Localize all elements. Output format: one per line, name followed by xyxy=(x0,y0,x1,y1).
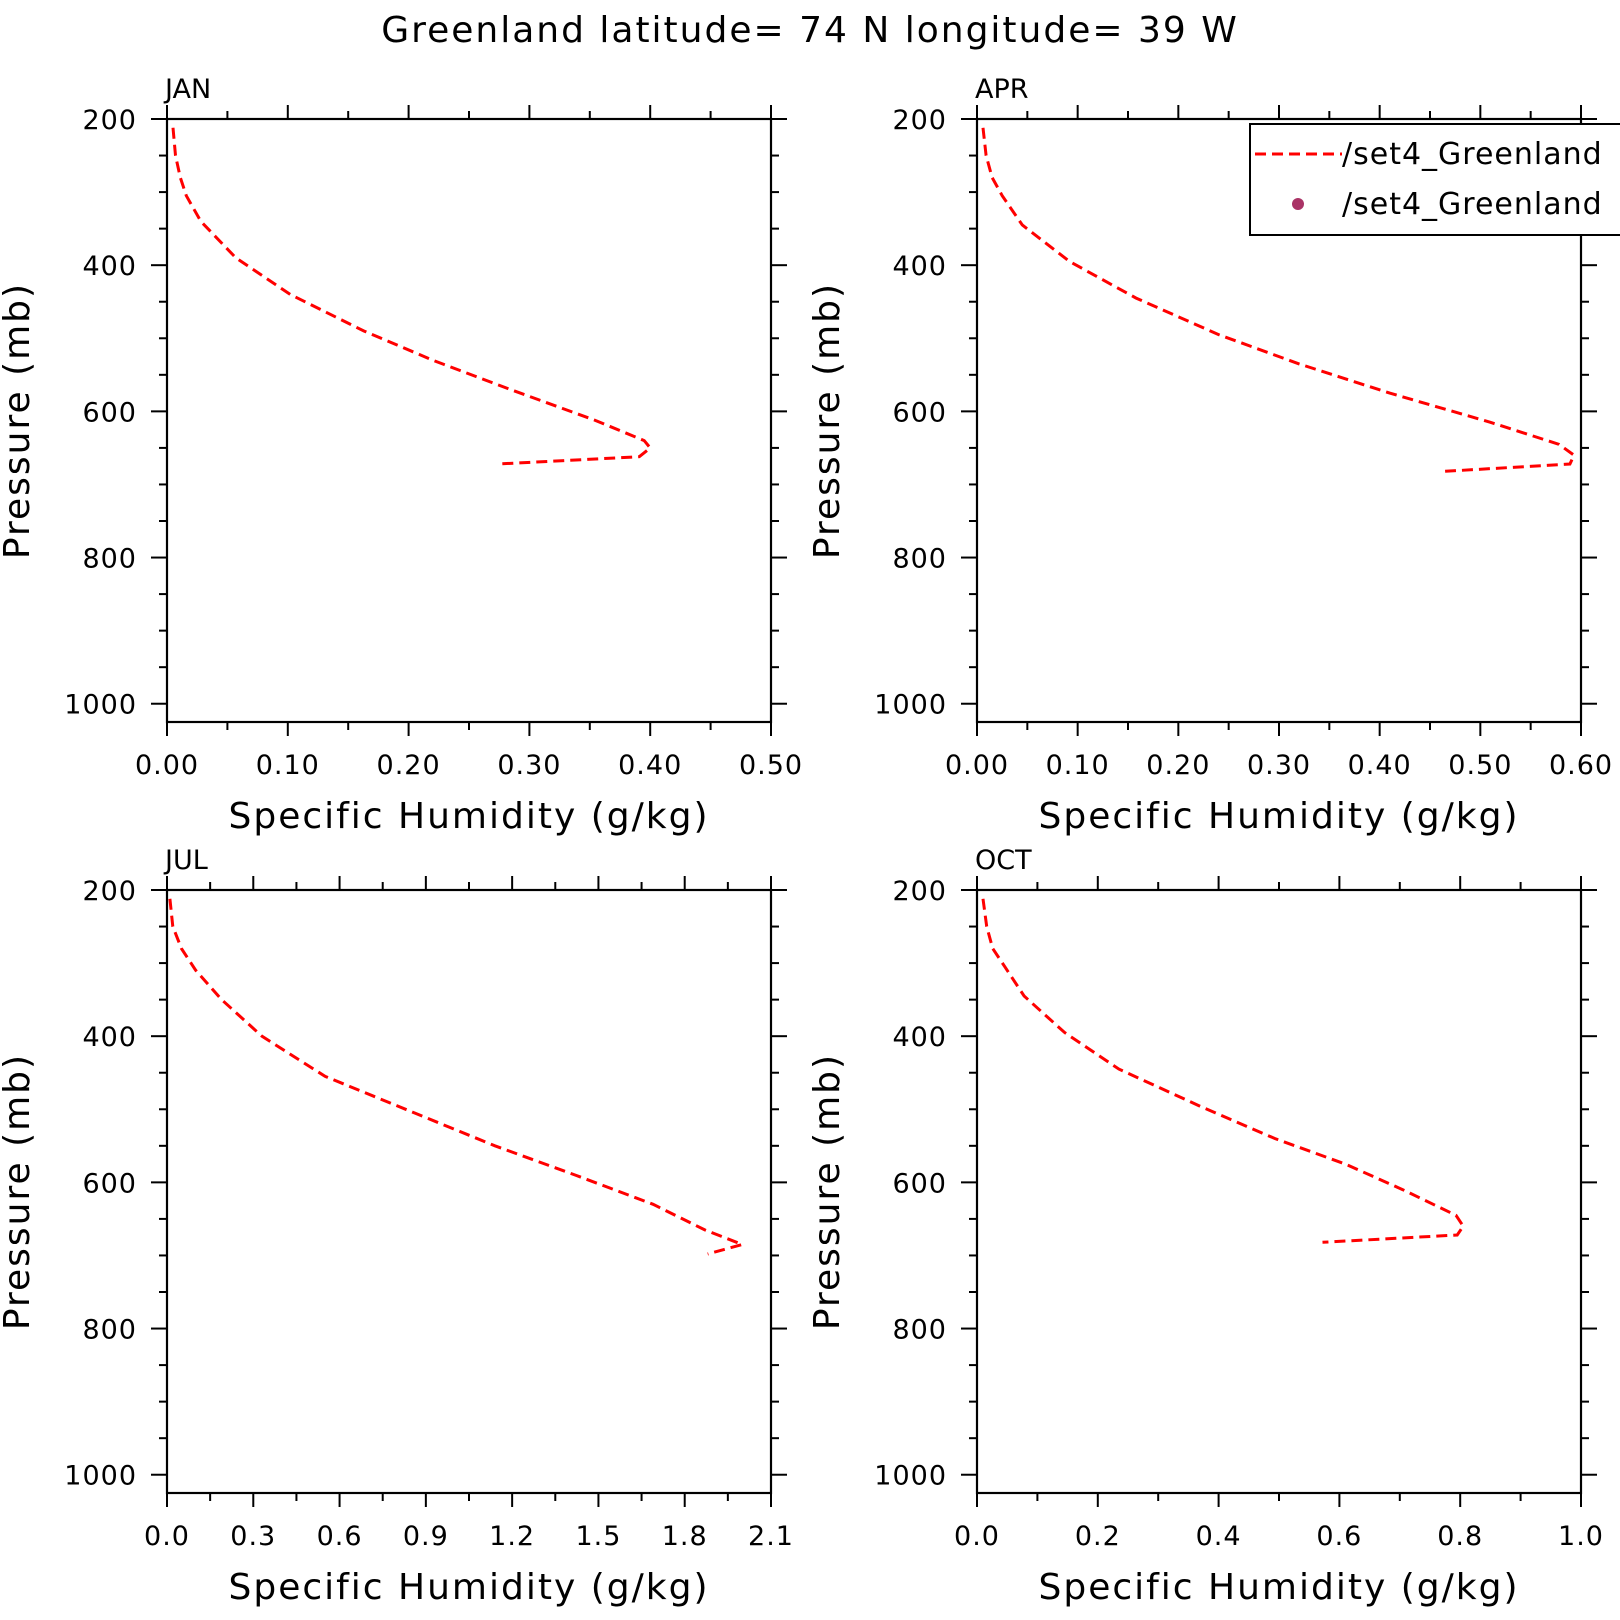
x-tick-label: 0.20 xyxy=(1146,750,1210,781)
x-tick-label: 0.40 xyxy=(618,750,682,781)
x-tick-label: 0.50 xyxy=(1448,750,1512,781)
series-line xyxy=(981,127,1576,473)
plot-frame xyxy=(165,117,773,724)
y-tick-label: 200 xyxy=(892,105,947,136)
series-line xyxy=(981,898,1466,1244)
x-tick-label: 0.4 xyxy=(1196,1521,1242,1552)
x-tick-label: 1.2 xyxy=(489,1521,535,1552)
y-axis-title: Pressure (mb) xyxy=(807,282,848,559)
y-tick-label: 600 xyxy=(82,1168,137,1199)
x-tick-label: 1.0 xyxy=(1558,1521,1604,1552)
x-tick-label: 2.1 xyxy=(748,1521,794,1552)
y-tick-label: 600 xyxy=(892,1168,947,1199)
series-line xyxy=(168,898,747,1256)
y-tick-label: 1000 xyxy=(64,1461,137,1492)
y-tick-label: 400 xyxy=(82,1022,137,1053)
x-tick-label: 0.50 xyxy=(739,750,803,781)
x-tick-label: 0.30 xyxy=(497,750,561,781)
x-tick-label: 0.00 xyxy=(135,750,199,781)
y-tick-label: 800 xyxy=(892,544,947,575)
panel-apr: 0.00 0.10 0.20 0.30 0.40 0.50 0.60 200 400 600 800… xyxy=(807,74,1613,837)
x-tick-label: 0.30 xyxy=(1247,750,1311,781)
x-tick-label: 0.10 xyxy=(256,750,320,781)
series-line xyxy=(171,127,653,466)
panel-label: JAN xyxy=(163,74,211,105)
plot-frame xyxy=(165,888,773,1495)
x-tick-label: 0.60 xyxy=(1549,750,1613,781)
y-tick-label: 600 xyxy=(82,397,137,428)
y-tick-label: 800 xyxy=(892,1315,947,1346)
legend-label-dot: /set4_Greenland xyxy=(1342,187,1603,222)
x-axis-title: Specific Humidity (g/kg) xyxy=(228,1567,709,1608)
x-axis-title: Specific Humidity (g/kg) xyxy=(228,796,709,837)
panel-oct: 0.0 0.2 0.4 0.6 0.8 1.0 200 400 600 800 1000 OCT Spe… xyxy=(807,845,1604,1608)
x-tick-label: 1.8 xyxy=(662,1521,708,1552)
panel-jul: 0.0 0.3 0.6 0.9 1.2 1.5 1.8 2.1 200 400 600 800 1000… xyxy=(0,845,794,1608)
y-tick-label: 800 xyxy=(82,544,137,575)
y-tick-label: 1000 xyxy=(874,690,947,721)
x-tick-label: 0.40 xyxy=(1348,750,1412,781)
y-tick-label: 400 xyxy=(892,1022,947,1053)
main-title: Greenland latitude= 74 N longitude= 39 W xyxy=(381,10,1239,51)
y-tick-label: 800 xyxy=(82,1315,137,1346)
panel-jan: 0.00 0.10 0.20 0.30 0.40 0.50 200 400 600 800 1000… xyxy=(0,74,803,837)
x-tick-label: 0.9 xyxy=(403,1521,449,1552)
x-tick-label: 0.8 xyxy=(1437,1521,1483,1552)
panel-label: APR xyxy=(975,74,1029,105)
legend-dot-swatch xyxy=(1292,198,1304,210)
legend: /set4_Greenland /set4_Greenland xyxy=(1249,123,1620,236)
y-tick-label: 200 xyxy=(892,876,947,907)
x-tick-label: 0.0 xyxy=(144,1521,190,1552)
y-axis-title: Pressure (mb) xyxy=(0,282,38,559)
legend-box xyxy=(1249,123,1620,236)
y-tick-label: 1000 xyxy=(874,1461,947,1492)
y-axis-title: Pressure (mb) xyxy=(0,1053,38,1330)
x-tick-label: 0.10 xyxy=(1046,750,1110,781)
y-axis-title: Pressure (mb) xyxy=(807,1053,848,1330)
x-tick-label: 0.6 xyxy=(1316,1521,1362,1552)
x-axis-title: Specific Humidity (g/kg) xyxy=(1038,796,1519,837)
x-tick-label: 0.20 xyxy=(377,750,441,781)
panels: 0.00 0.10 0.20 0.30 0.40 0.50 200 400 600 800 1000… xyxy=(0,74,1613,1608)
y-tick-label: 400 xyxy=(82,251,137,282)
y-tick-label: 600 xyxy=(892,397,947,428)
x-tick-label: 0.00 xyxy=(945,750,1009,781)
x-axis-title: Specific Humidity (g/kg) xyxy=(1038,1567,1519,1608)
plot-frame xyxy=(975,888,1583,1495)
x-tick-label: 0.2 xyxy=(1075,1521,1121,1552)
y-tick-label: 400 xyxy=(892,251,947,282)
panel-label: JUL xyxy=(163,845,208,876)
x-tick-label: 1.5 xyxy=(575,1521,621,1552)
panel-label: OCT xyxy=(975,845,1032,876)
y-tick-label: 1000 xyxy=(64,690,137,721)
x-tick-label: 0.0 xyxy=(954,1521,1000,1552)
legend-label-line: /set4_Greenland xyxy=(1342,137,1603,172)
x-tick-label: 0.6 xyxy=(317,1521,363,1552)
y-tick-label: 200 xyxy=(82,876,137,907)
y-tick-label: 200 xyxy=(82,105,137,136)
x-tick-label: 0.3 xyxy=(230,1521,276,1552)
